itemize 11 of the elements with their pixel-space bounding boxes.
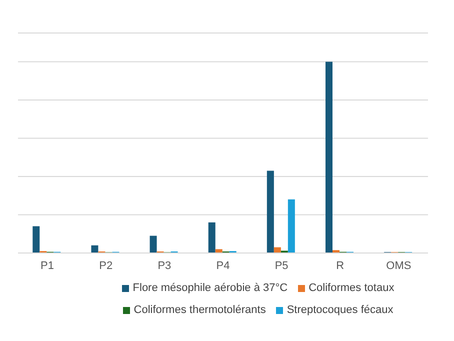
legend-label: Flore mésophile aérobie à 37°C [132,282,288,294]
legend-label: Coliformes totaux [308,282,394,294]
x-tick-label: OMS [386,260,412,272]
legend-label: Coliformes thermotolérants [134,304,266,316]
legend-label: Streptocoques fécaux [286,304,394,316]
x-tick-label: P3 [158,260,172,272]
x-tick-label: P4 [216,260,230,272]
x-tick-label: P5 [274,260,288,272]
x-tick-label: R [336,260,344,272]
x-tick-label: P1 [40,260,54,272]
x-tick-label: P2 [99,260,113,272]
